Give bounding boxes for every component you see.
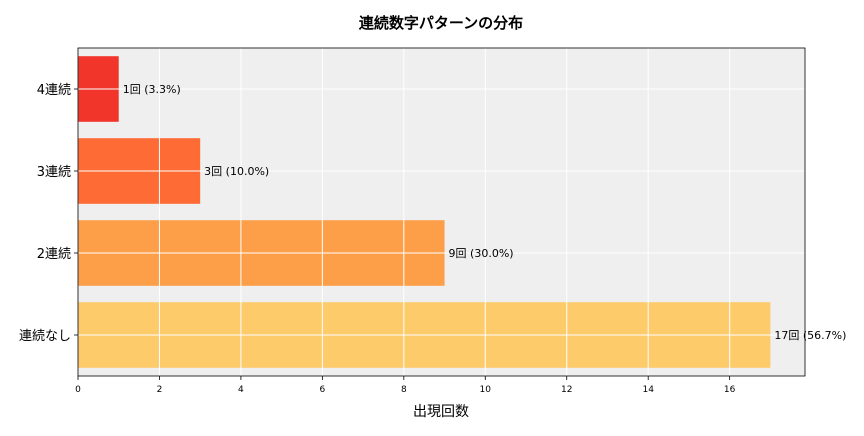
- x-tick-label: 6: [320, 385, 326, 395]
- plot-area: 17回 (56.7%) 9回 (30.0%) 3回 (10.0%) 1回 (3.3%)…: [19, 47, 846, 395]
- data-label: 3回 (10.0%): [204, 165, 269, 178]
- data-label: 9回 (30.0%): [449, 247, 514, 260]
- chart-title: 連続数字パターンの分布: [359, 14, 523, 32]
- x-tick-label: 8: [401, 385, 407, 395]
- y-tick-label: 3連続: [37, 165, 71, 180]
- y-tick-label: 2連続: [37, 247, 71, 262]
- x-tick-label: 14: [642, 385, 654, 395]
- x-tick-label: 10: [480, 385, 492, 395]
- data-label: 1回 (3.3%): [123, 83, 181, 96]
- x-axis-label: 出現回数: [413, 404, 469, 420]
- y-tick-label: 4連続: [37, 83, 71, 98]
- plot-frame: [77, 47, 806, 377]
- x-tick-label: 2: [157, 385, 163, 395]
- x-tick-label: 4: [238, 385, 244, 395]
- data-label: 17回 (56.7%): [774, 329, 846, 342]
- x-tick-label: 0: [75, 385, 81, 395]
- x-tick-label: 16: [724, 385, 736, 395]
- y-tick-label: 連続なし: [19, 329, 71, 344]
- x-tick-label: 12: [561, 385, 572, 395]
